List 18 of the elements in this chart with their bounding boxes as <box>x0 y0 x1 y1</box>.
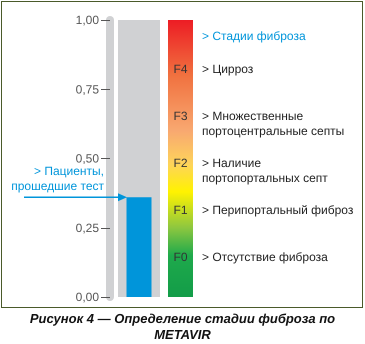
text: > Цирроз <box>202 62 254 77</box>
text: > Отсутствие фиброза <box>202 250 329 265</box>
text: > Стадии фиброза <box>202 29 307 44</box>
ref-line-label: > Пациенты, прошедшие тест <box>10 164 104 194</box>
text: > Множественные портоцентральные септы <box>202 109 346 139</box>
y-tick-label: 0,25 <box>76 220 100 235</box>
text: > Перипортальный фиброз <box>202 203 354 218</box>
text: F2 <box>172 156 188 171</box>
y-tick-label: 0,50 <box>76 152 100 166</box>
y-tick-label: 0,00 <box>76 290 100 304</box>
text: > Наличие портопортальных септ <box>202 156 329 186</box>
text: Рисунок 4 — Определение стадии фиброза по METAVIR <box>28 311 336 343</box>
text: F0 <box>172 250 188 265</box>
text: F1 <box>172 203 188 218</box>
y-tick-label: 1,00 <box>76 13 100 27</box>
y-tick-label: 0,75 <box>76 82 100 96</box>
text: F3 <box>172 109 188 124</box>
text: F4 <box>172 62 188 77</box>
